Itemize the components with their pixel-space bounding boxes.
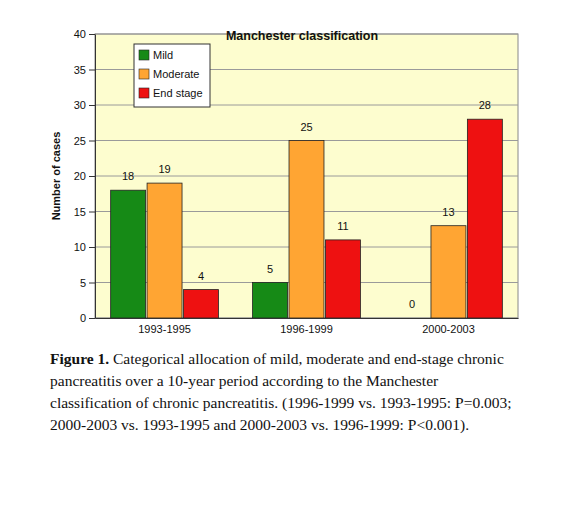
x-tick: 1993-1995 [138, 318, 191, 335]
bar [325, 240, 360, 318]
legend: Mild Moderate End stage [134, 44, 210, 107]
data-labels: 18 5 0 19 25 13 4 11 28 [122, 99, 491, 310]
legend-label: Mild [153, 49, 173, 61]
bar [395, 318, 430, 319]
x-tick-label: 1993-1995 [138, 323, 191, 335]
plot-background [95, 34, 518, 318]
title: Manchester classification [226, 29, 378, 43]
y-tick: 20 [74, 170, 95, 182]
bar [253, 283, 288, 319]
bar [111, 190, 146, 318]
x-axis-line [96, 318, 519, 319]
legend-swatch [139, 88, 149, 98]
y-tick-mark [89, 141, 95, 142]
y-tick: 5 [80, 277, 95, 289]
y-tick-label: 40 [74, 28, 86, 40]
chart: 05101520253035401993-19951996-19992000-2… [0, 0, 569, 345]
y-tick-label: 0 [80, 312, 86, 324]
x-axis: 1993-1995 1996-1999 2000-2003 [96, 318, 519, 335]
legend-swatch [139, 69, 149, 79]
y-tick: 30 [74, 99, 95, 111]
x-tick-label: 2000-2003 [422, 323, 475, 335]
y-tick-mark [89, 105, 95, 106]
y-tick: 0 [80, 312, 95, 324]
bar [183, 290, 218, 318]
x-tick-label: 1996-1999 [280, 323, 333, 335]
y-tick-label: 30 [74, 99, 86, 111]
caption-label: Figure 1. [50, 350, 109, 367]
y-tick-label: 5 [80, 277, 86, 289]
y-tick-mark [89, 176, 95, 177]
y-tick: 35 [74, 64, 95, 76]
data-label: 4 [198, 270, 204, 282]
y-tick-mark [89, 247, 95, 248]
caption: Figure 1. Categorical allocation of mild… [50, 348, 520, 436]
y-tick-label: 35 [74, 64, 86, 76]
y-axis: 0 5 10 15 20 25 30 35 40 [74, 28, 96, 324]
data-label: 13 [442, 206, 454, 218]
y-tick: 25 [74, 135, 95, 147]
y-tick: 40 [74, 28, 95, 40]
y-tick-label: 25 [74, 135, 86, 147]
y-axis-line [95, 35, 96, 319]
y-tick-label: 10 [74, 241, 86, 253]
data-label: 11 [337, 220, 348, 232]
legend-swatch [139, 50, 149, 60]
y-tick-mark [89, 318, 95, 319]
data-label: 0 [409, 298, 415, 310]
y-tick: 15 [74, 206, 95, 218]
legend-label: End stage [153, 87, 203, 99]
bars [111, 119, 503, 318]
bar [147, 183, 182, 318]
caption-text: Categorical allocation of mild, moderate… [50, 350, 512, 433]
data-label: 28 [479, 99, 491, 111]
grid [95, 34, 518, 318]
x-tick: 2000-2003 [422, 318, 475, 335]
y-tick-mark [89, 212, 95, 213]
data-label: 25 [300, 121, 312, 133]
bar [289, 141, 324, 319]
x-tick: 1996-1999 [280, 318, 333, 335]
bar [431, 226, 466, 318]
y-tick: 10 [74, 241, 95, 253]
data-label: 5 [267, 263, 273, 275]
bar [467, 119, 502, 318]
y-tick-mark [89, 283, 95, 284]
legend-label: Moderate [153, 68, 199, 80]
data-label: 19 [158, 163, 170, 175]
y-tick-label: 15 [74, 206, 86, 218]
y-tick-label: 20 [74, 170, 86, 182]
y-tick-mark [89, 70, 95, 71]
y-axis-label: Number of cases [50, 132, 62, 221]
y-tick-mark [89, 34, 95, 35]
data-label: 18 [122, 170, 134, 182]
legend-box [134, 44, 210, 107]
